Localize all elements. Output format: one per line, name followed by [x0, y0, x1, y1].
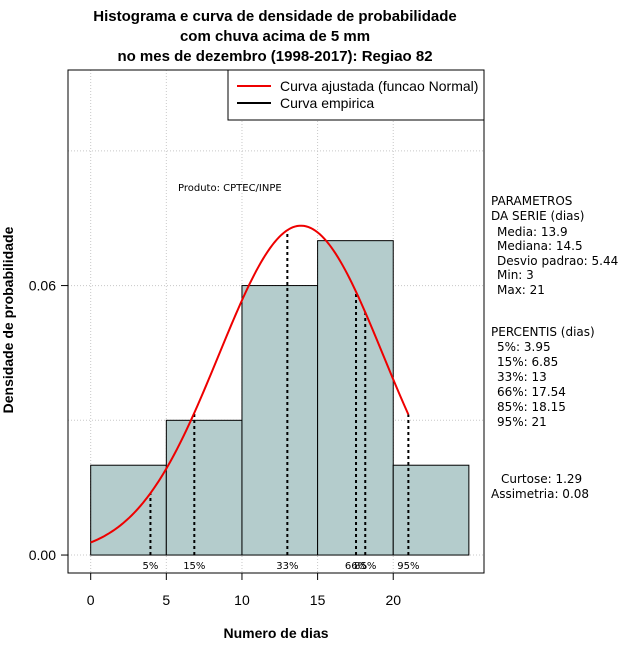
histogram-bar — [241, 285, 319, 556]
x-tick-label: 20 — [385, 592, 401, 608]
chart-title-line-3: no mes de dezembro (1998-2017): Regiao 8… — [117, 48, 432, 65]
param-max: Max: 21 — [497, 283, 545, 297]
param-median: Mediana: 14.5 — [497, 239, 583, 253]
percentile-15: 15%: 6.85 — [497, 355, 558, 369]
axes-layer: 0 5 10 15 20 0.00 0.06 — [29, 278, 401, 608]
bars-layer — [90, 240, 470, 556]
legend-box — [227, 69, 485, 121]
percentiles-panel: PERCENTIS (dias) 5%: 3.95 15%: 6.85 33%:… — [491, 325, 595, 429]
product-annotation: Produto: CPTEC/INPE — [178, 183, 282, 194]
shape-stats-panel: Curtose: 1.29 Assimetria: 0.08 — [491, 472, 589, 501]
param-heading-2: DA SERIE (dias) — [491, 209, 584, 223]
chart-title-line-1: Histograma e curva de densidade de proba… — [93, 8, 456, 25]
legend-label-empirical: Curva empirica — [280, 95, 374, 111]
y-axis-title: Densidade de probabilidade — [0, 226, 16, 413]
percentile-33: 33%: 13 — [497, 370, 547, 384]
percentile-lines-layer: 5% 15% 33% 66%85% 95% — [143, 230, 419, 572]
param-sd: Desvio padrao: 5.44 — [497, 254, 618, 268]
percentile-line-label: 85% — [354, 561, 376, 572]
percentile-95: 95%: 21 — [497, 415, 547, 429]
histogram-bar — [392, 464, 470, 556]
y-tick-label: 0.00 — [29, 547, 56, 563]
normal-curve-line — [90, 224, 410, 544]
percentiles-heading: PERCENTIS (dias) — [491, 325, 595, 339]
x-tick-label: 10 — [234, 592, 250, 608]
percentile-line-label: 33% — [276, 561, 298, 572]
percentile-line-label: 95% — [397, 561, 419, 572]
percentile-line-label: 15% — [183, 561, 205, 572]
x-tick-label: 0 — [87, 592, 95, 608]
x-tick-label: 15 — [310, 592, 326, 608]
param-min: Min: 3 — [497, 268, 534, 282]
percentile-85: 85%: 18.15 — [497, 400, 566, 414]
legend-label-normal: Curva ajustada (funcao Normal) — [280, 78, 478, 94]
legend: Curva ajustada (funcao Normal) Curva emp… — [227, 69, 485, 121]
skewness: Assimetria: 0.08 — [491, 487, 589, 501]
percentile-line-label: 5% — [143, 561, 159, 572]
series-parameters-panel: PARAMETROS DA SERIE (dias) Media: 13.9 M… — [491, 194, 618, 297]
histogram-bar — [90, 464, 167, 556]
y-tick-label: 0.06 — [29, 278, 56, 294]
x-axis-title: Numero de dias — [223, 625, 328, 641]
percentile-5: 5%: 3.95 — [497, 340, 551, 354]
param-mean: Media: 13.9 — [497, 225, 568, 239]
param-heading-1: PARAMETROS — [491, 194, 572, 208]
x-tick-label: 5 — [162, 592, 170, 608]
kurtosis: Curtose: 1.29 — [501, 472, 582, 486]
chart-title-line-2: com chuva acima de 5 mm — [180, 28, 370, 45]
histogram-bar — [165, 419, 243, 556]
percentile-line-label: 66% — [345, 561, 367, 572]
percentile-66: 66%: 17.54 — [497, 385, 566, 399]
